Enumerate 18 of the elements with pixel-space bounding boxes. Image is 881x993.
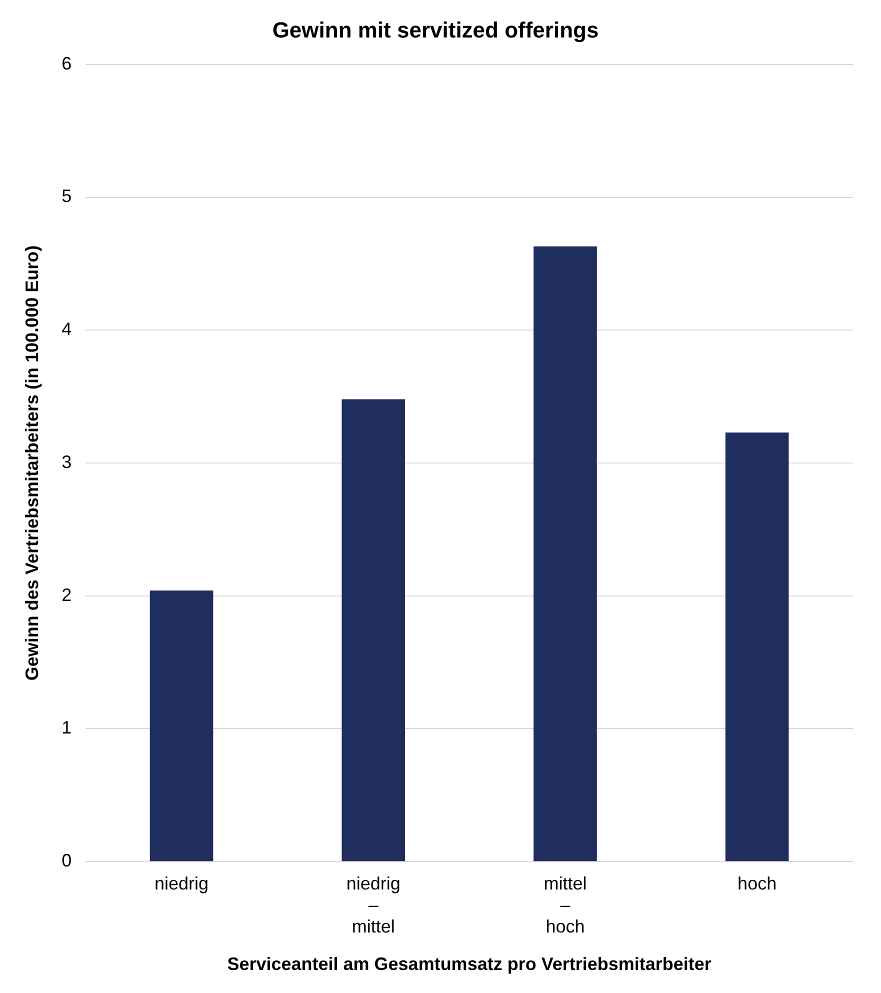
x-tick-label: niedrig – mittel [346, 873, 400, 937]
y-tick-label: 3 [62, 452, 72, 472]
bar [150, 590, 214, 862]
x-tick-label: mittel – hoch [544, 873, 587, 937]
y-tick-label: 5 [62, 186, 72, 206]
bar [534, 246, 597, 862]
bar [725, 432, 789, 862]
x-tick-label: hoch [738, 873, 777, 894]
chart-title: Gewinn mit servitized offerings [272, 17, 599, 42]
x-axis-title: Serviceanteil am Gesamtumsatz pro Vertriebsmitarbeiter [227, 954, 712, 974]
bar [342, 399, 406, 862]
y-tick-label: 1 [62, 718, 72, 738]
y-tick-label: 0 [62, 850, 72, 871]
y-tick-label: 4 [62, 319, 72, 340]
x-tick-label: niedrig [154, 873, 209, 894]
y-axis-title: Gewinn des Vertriebsmitarbeiters (in 100.000 Euro) [22, 245, 42, 681]
y-tick-label: 2 [62, 584, 72, 605]
y-tick-label: 6 [62, 53, 72, 74]
